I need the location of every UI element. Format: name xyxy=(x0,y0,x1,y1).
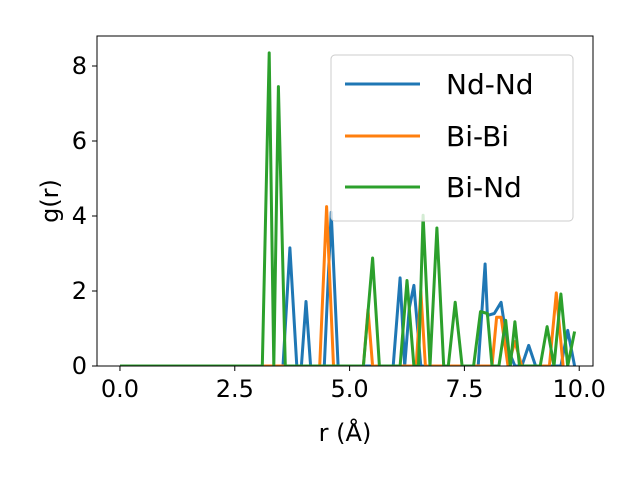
x-tick-label: 10.0 xyxy=(553,375,606,403)
y-tick-label: 0 xyxy=(72,352,87,380)
y-tick-label: 8 xyxy=(72,52,87,80)
series-line-bi-nd xyxy=(120,51,577,366)
y-tick-label: 2 xyxy=(72,277,87,305)
y-axis: 0 2 4 6 8 xyxy=(72,52,97,380)
legend: Nd-Nd Bi-Bi Bi-Nd xyxy=(330,54,574,222)
series-layer xyxy=(120,51,577,366)
series-line-bi-bi xyxy=(120,205,565,366)
x-tick-label: 5.0 xyxy=(331,375,369,403)
y-tick-label: 6 xyxy=(72,127,87,155)
legend-box xyxy=(330,54,574,222)
x-tick-label: 2.5 xyxy=(216,375,254,403)
plot-frame xyxy=(96,35,594,367)
x-tick-label: 0.0 xyxy=(101,375,139,403)
legend-label-bi-bi: Bi-Bi xyxy=(446,120,509,153)
x-axis: 0.0 2.5 5.0 7.5 10.0 xyxy=(101,366,606,403)
legend-label-bi-nd: Bi-Nd xyxy=(446,171,522,204)
y-axis-label: g(r) xyxy=(36,179,64,223)
y-tick-label: 4 xyxy=(72,202,87,230)
x-axis-label: r (Å) xyxy=(319,418,372,447)
series-line-nd-nd xyxy=(120,210,577,366)
x-tick-label: 7.5 xyxy=(445,375,483,403)
legend-label-nd-nd: Nd-Nd xyxy=(446,68,534,101)
